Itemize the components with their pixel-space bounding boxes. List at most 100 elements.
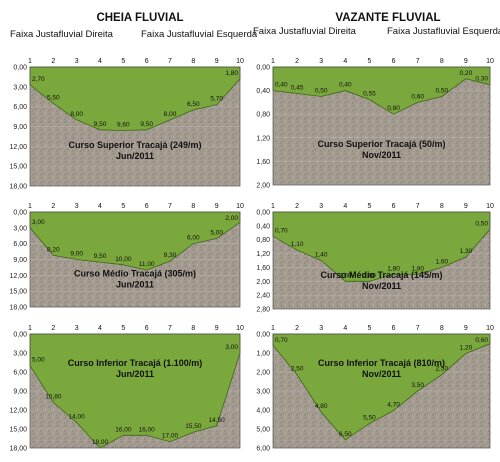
y-tick-label: 3,00 (256, 389, 270, 396)
data-label: 1,80 (387, 265, 400, 272)
data-label: 1,40 (315, 252, 328, 259)
y-tick-label: 15,00 (9, 289, 27, 296)
y-tick-label: 6,00 (13, 104, 27, 111)
x-tick-label: 6 (145, 58, 149, 65)
data-label: 5,50 (363, 415, 376, 422)
y-tick-label: 3,00 (13, 351, 27, 358)
y-tick-label: 18,00 (9, 184, 27, 191)
plot-frame (29, 211, 241, 308)
data-label: 9,50 (94, 253, 107, 260)
y-tick-label: 9,00 (13, 389, 27, 396)
data-label: 9,30 (164, 252, 177, 259)
data-label: 4,80 (315, 403, 328, 410)
y-tick-label: 6,00 (13, 370, 27, 377)
data-label: 0,50 (435, 88, 448, 95)
data-label: 5,00 (210, 229, 223, 236)
y-tick-label: 0,00 (256, 332, 270, 339)
y-tick-label: 1,20 (256, 251, 270, 258)
x-tick-label: 6 (145, 203, 149, 210)
chart-caption: Curso Médio Tracajá (305/m) (74, 269, 196, 279)
x-tick-label: 8 (440, 203, 444, 210)
x-tick-label: 3 (75, 203, 79, 210)
x-tick-label: 4 (98, 58, 102, 65)
data-label: 1,30 (460, 248, 473, 255)
y-tick-label: 18,00 (9, 305, 27, 312)
y-tick-label: 1,00 (256, 351, 270, 358)
data-label: 16,00 (139, 426, 156, 433)
x-tick-label: 5 (121, 325, 125, 332)
y-tick-label: 2,00 (256, 183, 270, 190)
x-tick-label: 3 (319, 203, 323, 210)
y-tick-label: 0,00 (256, 65, 270, 72)
chart-caption: Nov/2011 (362, 281, 401, 291)
chart-caption: Curso Superior Tracajá (50/m) (317, 139, 445, 149)
y-tick-label: 12,00 (9, 144, 27, 151)
data-label: 4,70 (387, 402, 400, 409)
data-label: 2,70 (32, 76, 45, 83)
y-tick-label: 15,00 (9, 427, 27, 434)
x-tick-label: 9 (215, 203, 219, 210)
right-bank-label-vazante: Faixa Justafluvial Esquerda (387, 26, 500, 37)
data-label: 0,55 (363, 90, 376, 97)
x-tick-label: 2 (295, 325, 299, 332)
data-label: 1,80 (411, 265, 424, 272)
x-tick-label: 2 (51, 203, 55, 210)
right-bank-label-cheia: Faixa Justafluvial Esquerda (141, 29, 258, 40)
data-label: 0,20 (460, 70, 473, 77)
x-tick-label: 2 (51, 325, 55, 332)
y-tick-label: 15,00 (9, 164, 27, 171)
data-label: 16,00 (115, 426, 132, 433)
y-tick-label: 2,40 (256, 293, 270, 300)
x-tick-label: 4 (343, 325, 347, 332)
y-tick-label: 9,00 (13, 124, 27, 131)
x-tick-label: 1 (28, 58, 32, 65)
data-label: 17,00 (162, 433, 179, 440)
chart-0: 0,00 3,00 6,00 9,00 12,00 15,00 18,00 1 2 3 4 5 6 7 8 9… (9, 58, 244, 191)
data-label: 18,00 (92, 439, 109, 446)
x-tick-label: 10 (486, 325, 494, 332)
x-tick-label: 9 (464, 58, 468, 65)
y-tick-label: 0,00 (13, 210, 27, 217)
chart-2: 0,00 3,00 6,00 9,00 12,00 15,00 18,00 1 2 3 4 5 6 7 8 9… (9, 325, 244, 453)
plot-frame (272, 211, 491, 310)
plot-frame (272, 333, 491, 449)
y-tick-label: 1,60 (256, 265, 270, 272)
x-tick-label: 10 (486, 58, 494, 65)
y-tick-label: 0,40 (256, 223, 270, 230)
x-tick-label: 10 (236, 203, 244, 210)
data-label: 0,60 (411, 93, 424, 100)
data-label: 8,00 (164, 111, 177, 118)
y-tick-label: 18,00 (9, 446, 27, 453)
x-tick-label: 1 (271, 203, 275, 210)
x-tick-label: 7 (168, 325, 172, 332)
data-label: 3,50 (411, 382, 424, 389)
y-tick-label: 4,00 (256, 408, 270, 415)
data-label: 6,50 (339, 431, 352, 438)
data-label: 9,50 (140, 121, 153, 128)
data-label: 8,20 (47, 246, 60, 253)
data-label: 2,50 (291, 366, 304, 373)
chart-4: 0,00 0,40 0,80 1,20 1,60 2,00 2,40 2,80 1 2 3 4 5 6 7 8… (256, 203, 494, 314)
plot-frame (272, 66, 491, 186)
data-label: 3,00 (32, 219, 45, 226)
x-tick-label: 3 (319, 325, 323, 332)
x-tick-label: 7 (168, 203, 172, 210)
chart-3: 0,000,400,801,201,602,001 2 3 4 5 6 7 8 9 100,40 0… (256, 58, 494, 190)
data-label: 0,50 (315, 88, 328, 95)
x-tick-label: 3 (75, 325, 79, 332)
y-tick-label: 0,80 (256, 112, 270, 119)
data-label: 9,00 (70, 251, 83, 258)
data-label: 2,00 (363, 272, 376, 279)
x-tick-label: 10 (486, 203, 494, 210)
x-tick-label: 10 (236, 325, 244, 332)
x-tick-label: 6 (145, 325, 149, 332)
chart-caption: Curso Médio Tracajá (145/m) (320, 270, 442, 280)
chart-caption: Curso Inferior Tracajá (1.100/m) (68, 358, 203, 368)
x-tick-label: 1 (271, 58, 275, 65)
chart-caption: Jun/2011 (116, 369, 154, 379)
x-tick-label: 9 (215, 325, 219, 332)
x-tick-label: 5 (367, 58, 371, 65)
y-tick-label: 0,00 (13, 65, 27, 72)
y-tick-label: 0,80 (256, 237, 270, 244)
data-label: 1,10 (291, 241, 304, 248)
